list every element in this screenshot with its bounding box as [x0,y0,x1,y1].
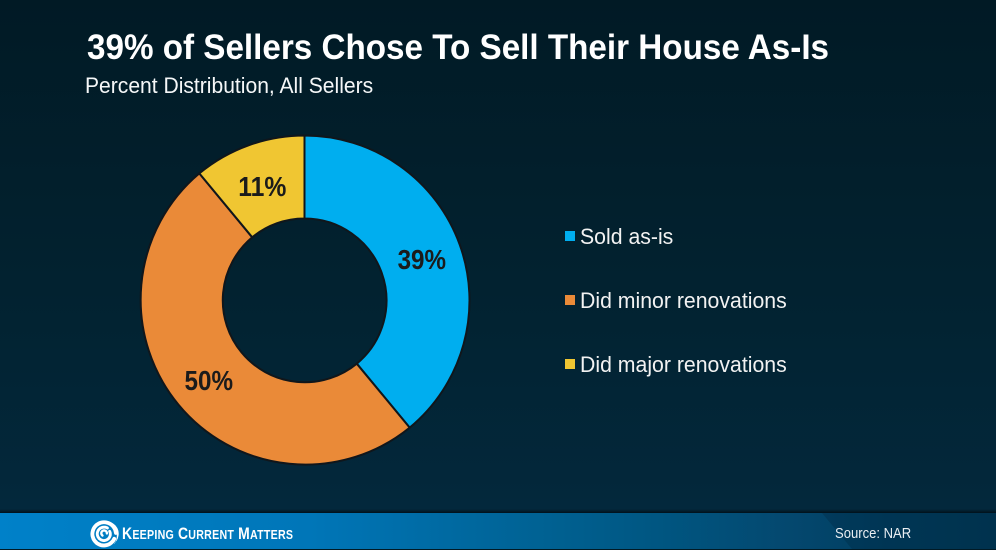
svg-text:50%: 50% [185,365,234,396]
svg-text:39%: 39% [398,244,446,275]
svg-text:11%: 11% [238,171,286,202]
